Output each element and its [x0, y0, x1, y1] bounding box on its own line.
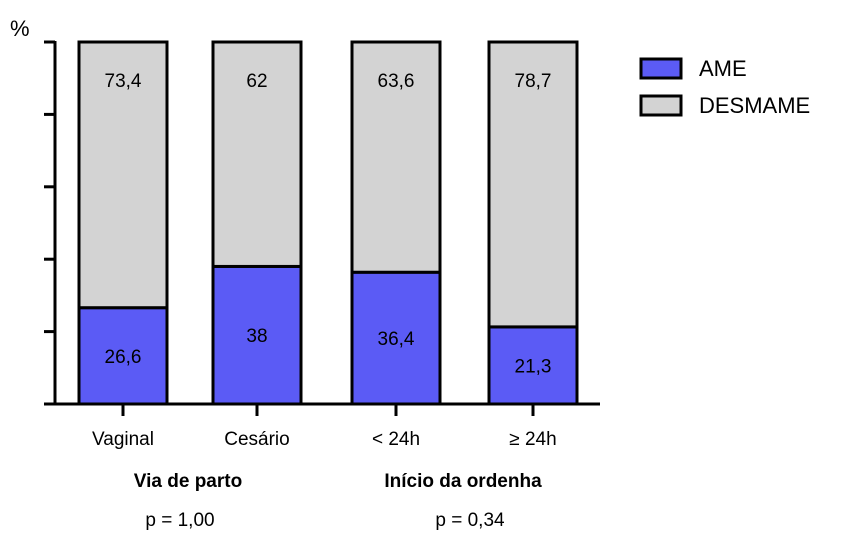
- legend: AME DESMAME: [639, 56, 810, 118]
- bar-desmame-3: [487, 40, 579, 329]
- data-label-ame-1: 38: [246, 326, 267, 347]
- group-label-inicio-da-ordenha: Início da ordenha: [384, 471, 542, 492]
- x-tick-label-1: Cesário: [224, 429, 289, 450]
- axes-layer: [44, 40, 600, 416]
- data-label-desmame-1: 62: [246, 71, 267, 92]
- data-label-desmame-0: 73,4: [105, 71, 142, 92]
- data-label-ame-2: 36,4: [378, 329, 415, 350]
- bar-desmame-0: [77, 40, 169, 310]
- x-tick-label-0: Vaginal: [92, 429, 154, 450]
- bar-desmame-1: [211, 40, 303, 268]
- legend-swatch-desmame: [639, 94, 683, 117]
- bar-ame-0: [77, 306, 169, 406]
- bar-desmame-2: [350, 40, 442, 274]
- x-tick-label-2: < 24h: [372, 429, 420, 450]
- x-tick-labels: Vaginal Cesário < 24h ≥ 24h: [92, 429, 557, 450]
- group-label-via-de-parto: Via de parto: [134, 471, 242, 492]
- p-value-inicio-da-ordenha: p = 0,34: [435, 510, 505, 531]
- data-label-desmame-2: 63,6: [378, 71, 415, 92]
- x-tick-label-3: ≥ 24h: [509, 429, 556, 450]
- data-label-ame-3: 21,3: [515, 356, 552, 377]
- legend-swatch-ame: [639, 57, 683, 80]
- data-label-ame-0: 26,6: [105, 347, 142, 368]
- data-label-desmame-3: 78,7: [515, 71, 552, 92]
- y-axis-label: %: [10, 16, 30, 41]
- p-value-via-de-parto: p = 1,00: [145, 510, 214, 531]
- bars-layer: 26,6 73,4 38 62 36,4 63,6 21,3 78,7: [77, 40, 579, 406]
- legend-label-ame: AME: [699, 56, 747, 81]
- legend-label-desmame: DESMAME: [699, 93, 810, 118]
